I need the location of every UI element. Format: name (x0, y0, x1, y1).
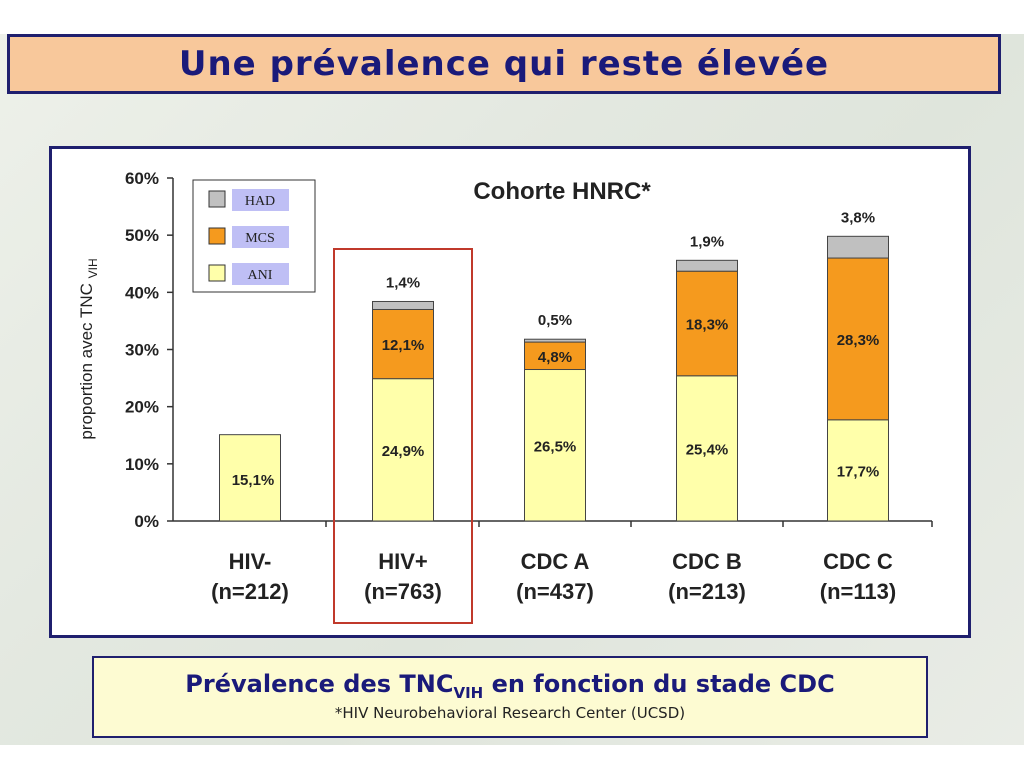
category-label: HIV+ (378, 549, 428, 574)
caption-note: *HIV Neurobehavioral Research Center (UC… (334, 703, 686, 722)
bar-ani (676, 375, 738, 522)
bar-had (524, 338, 586, 343)
y-tick-label: 50% (125, 226, 159, 245)
bar-had (827, 235, 889, 259)
data-label-had: 1,9% (690, 233, 724, 250)
category-label: CDC A (521, 549, 590, 574)
caption-prefix: Prévalence des TNC (185, 670, 454, 698)
y-axis-label-main: proportion avec TNC (77, 278, 96, 439)
y-tick-label: 60% (125, 169, 159, 188)
bar-had (676, 259, 738, 272)
legend-label-had: HAD (245, 194, 275, 209)
y-axis-label: proportion avec TNC VIH (77, 258, 100, 439)
data-label-ani: 15,1% (232, 472, 275, 489)
highlight-box (333, 248, 473, 624)
category-count: (n=212) (211, 579, 289, 604)
legend-swatch-had (208, 190, 226, 208)
data-label-mcs: 12,1% (382, 337, 425, 354)
y-tick-label: 0% (134, 512, 159, 531)
legend-label-mcs: MCS (245, 231, 275, 246)
bar-mcs (524, 341, 586, 371)
y-axis-label-sub: VIH (86, 258, 100, 278)
legend-label-bg (232, 226, 289, 248)
data-label-ani: 17,7% (837, 463, 880, 480)
category-count: (n=437) (516, 579, 594, 604)
legend-swatch-ani (208, 264, 226, 282)
category-label: HIV- (229, 549, 272, 574)
category-label: CDC B (672, 549, 742, 574)
caption-suffix: en fonction du stade CDC (483, 670, 835, 698)
category-count: (n=213) (668, 579, 746, 604)
top-strip (0, 0, 1024, 34)
data-label-had: 3,8% (841, 209, 875, 226)
legend-swatch-mcs (208, 227, 226, 245)
category-count: (n=763) (364, 579, 442, 604)
data-label-ani: 24,9% (382, 443, 425, 460)
bar-had (372, 300, 434, 310)
title-banner: Une prévalence qui reste élevée (7, 34, 1001, 94)
caption-main: Prévalence des TNCVIH en fonction du sta… (94, 670, 926, 702)
chart-panel: 0% 10% 20% 30% 40% 50% 60% proportion avec TNC … (49, 146, 971, 638)
legend-label-ani: ANI (248, 268, 273, 283)
y-tick-label: 20% (125, 398, 159, 417)
y-tick-label: 10% (125, 455, 159, 474)
category-count: (n=113) (820, 579, 896, 604)
legend-label-bg (232, 189, 289, 211)
category-label: CDC C (823, 549, 893, 574)
y-tick-label: 30% (125, 341, 159, 360)
bar-ani (372, 378, 434, 522)
bar-ani (524, 369, 586, 522)
caption-subscript: VIH (453, 683, 484, 702)
data-label-mcs: 4,8% (538, 349, 572, 366)
bar-ani (219, 434, 281, 522)
legend-label-bg (232, 263, 289, 285)
slide-title: Une prévalence qui reste élevée (178, 44, 830, 84)
bar-mcs (372, 308, 434, 380)
y-tick-label: 40% (125, 283, 159, 302)
caption-box: Prévalence des TNCVIH en fonction du sta… (92, 656, 928, 738)
data-label-mcs: 18,3% (686, 316, 729, 333)
data-label-mcs: 28,3% (837, 332, 880, 349)
data-label-ani: 25,4% (686, 441, 729, 458)
data-label-had: 0,5% (538, 312, 572, 329)
data-label-had: 1,4% (386, 274, 420, 291)
bar-mcs (827, 257, 889, 421)
chart-title: Cohorte HNRC* (473, 178, 651, 205)
stacked-bar-chart: 0% 10% 20% 30% 40% 50% 60% proportion avec TNC … (77, 169, 933, 624)
data-label-ani: 26,5% (534, 438, 577, 455)
bar-ani (827, 419, 889, 522)
